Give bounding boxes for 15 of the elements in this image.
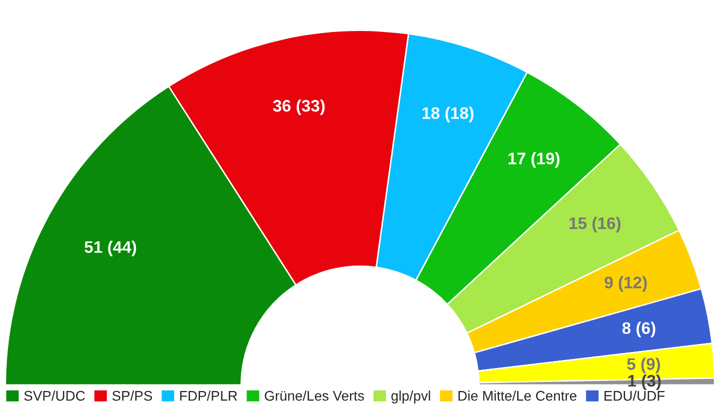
legend-label: FDP/PLR (180, 390, 238, 401)
legend-label: EDU/UDF (604, 390, 665, 401)
legend-label: SP/PS (112, 390, 152, 401)
data-label: 18 (18) (422, 106, 474, 122)
data-label: 5 (9) (627, 358, 660, 374)
data-label: 9 (12) (604, 276, 647, 292)
data-label: 15 (16) (570, 216, 620, 232)
data-label: 17 (19) (508, 152, 560, 168)
legend-label: SVP/UDC (24, 390, 85, 401)
legend-label: Grüne/Les Verts (264, 390, 364, 401)
data-label: 36 (33) (273, 99, 325, 115)
legend-label: glp/pvl (391, 390, 430, 404)
legend-label: Die Mitte/Le Centre (458, 390, 576, 401)
data-label: 51 (44) (84, 240, 136, 256)
data-label: 8 (6) (622, 322, 656, 338)
